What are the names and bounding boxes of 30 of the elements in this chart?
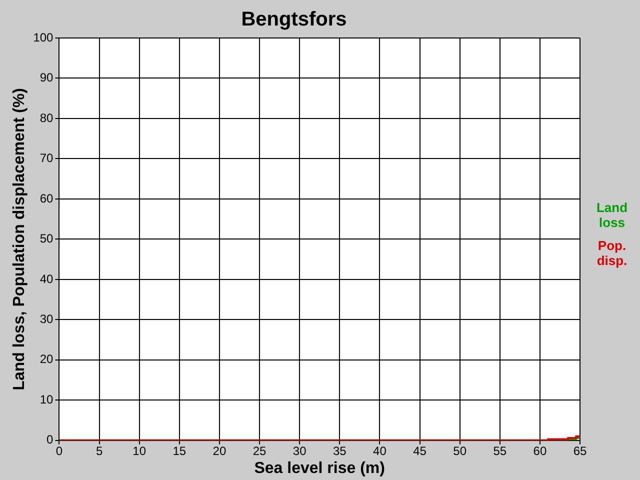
y-tick-label: 90	[40, 70, 54, 85]
text: Land loss	[595, 200, 629, 230]
x-tick-label: 15	[172, 444, 186, 458]
chart-title: Bengtsfors	[241, 8, 347, 31]
y-tick-label: 10	[40, 392, 54, 406]
y-tick-label: 30	[40, 312, 54, 326]
x-tick-label: 20	[212, 444, 226, 458]
x-axis-title: Sea level rise (m)	[254, 460, 385, 477]
x-tick-label: 40	[373, 444, 387, 458]
y-tick-label: 0	[46, 432, 54, 447]
y-tick-label: 60	[40, 191, 54, 206]
x-tick-label: 55	[493, 444, 507, 458]
y-tick-label: 40	[40, 272, 54, 286]
x-tick-label: 50	[453, 444, 467, 458]
x-tick-label: 0	[56, 444, 63, 458]
x-tick-label: 60	[533, 444, 547, 458]
y-tick-label: 70	[40, 151, 54, 166]
y-tick-label: 100	[33, 30, 54, 44]
x-tick-label: 45	[413, 444, 427, 458]
x-tick-label: 25	[252, 444, 267, 458]
y-tick-label: 20	[40, 352, 54, 366]
x-tick-label: 5	[96, 444, 103, 458]
y-tick-label: 50	[40, 232, 54, 246]
text: Pop. disp.	[596, 238, 628, 268]
y-tick-label: 80	[40, 110, 54, 125]
x-tick-label: 35	[332, 444, 347, 458]
y-axis-title: Land loss, Population displacement (%)	[11, 88, 28, 390]
x-tick-label: 65	[573, 444, 587, 458]
x-tick-label: 10	[132, 444, 146, 458]
x-tick-label: 30	[292, 444, 307, 458]
